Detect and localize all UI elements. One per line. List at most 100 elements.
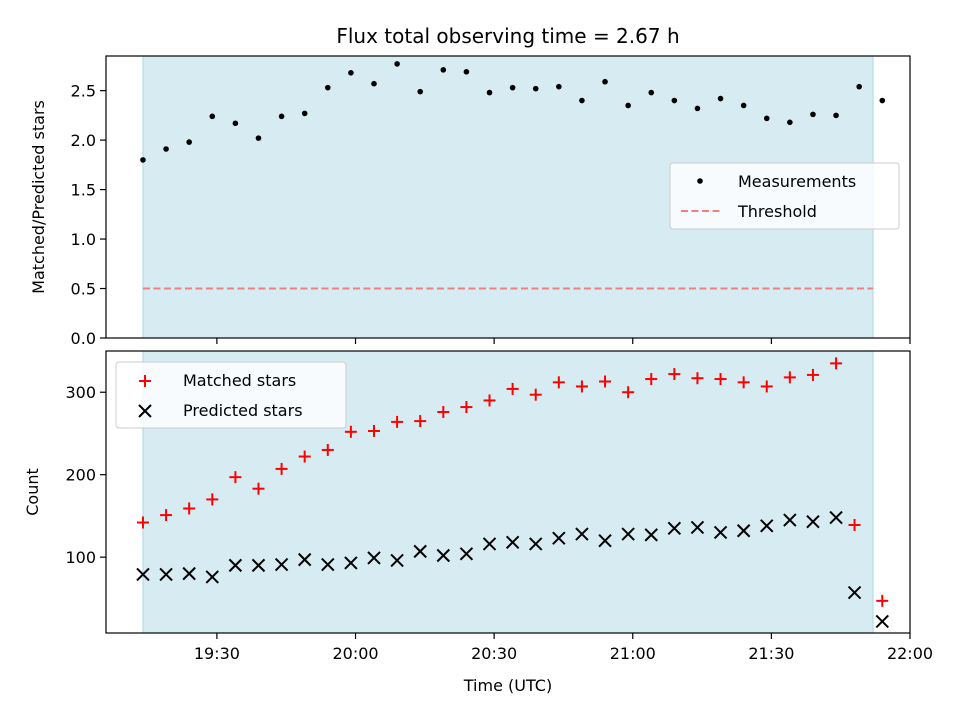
- matched-star-point: [830, 357, 843, 370]
- top-legend: Measurements Threshold: [669, 162, 900, 230]
- matched-star-point: [599, 375, 612, 388]
- measurement-point: [209, 113, 216, 120]
- measurement-point: [140, 157, 146, 163]
- bottom-legend: Matched stars Predicted stars: [115, 361, 347, 429]
- measurement-point: [186, 139, 192, 145]
- predicted-star-point: [575, 527, 589, 541]
- measurement-point: [348, 70, 354, 76]
- matched-star-point: [136, 516, 149, 529]
- measurement-point: [324, 84, 331, 91]
- predicted-star-point: [228, 558, 243, 573]
- x-tick-label: 19:30: [194, 644, 240, 663]
- matched-star-point: [783, 371, 796, 384]
- predicted-star-point: [783, 513, 797, 527]
- matched-star-point: [183, 502, 196, 515]
- top-legend-box: [669, 162, 900, 230]
- matched-star-point: [252, 482, 265, 495]
- predicted-star-point: [552, 531, 566, 545]
- predicted-star-point: [459, 547, 474, 561]
- predicted-star-point: [760, 519, 774, 533]
- predicted-star-point: [205, 570, 219, 584]
- legend-measurements: Measurements: [738, 172, 856, 191]
- predicted-star-point: [321, 557, 335, 572]
- matched-star-point: [806, 368, 819, 381]
- y-tick-label: 1.0: [71, 230, 96, 249]
- measurement-point: [394, 61, 400, 67]
- bottom-y-label: Count: [23, 468, 42, 516]
- measurement-point: [301, 110, 308, 117]
- y-tick-label: 0.0: [71, 329, 96, 348]
- predicted-stars-series: [136, 510, 889, 629]
- matched-star-point: [645, 373, 658, 386]
- top-x-ticks: [216, 338, 911, 344]
- predicted-legend-marker: [138, 404, 152, 418]
- bottom-legend-box: [115, 361, 347, 429]
- measurement-point: [579, 97, 585, 104]
- predicted-star-point: [413, 544, 427, 559]
- measurement-point: [232, 120, 239, 127]
- predicted-star-point: [829, 510, 843, 525]
- matched-star-point: [460, 401, 473, 414]
- matched-star-point: [876, 594, 889, 607]
- x-axis-label: Time (UTC): [463, 676, 552, 695]
- predicted-star-point: [390, 553, 404, 568]
- matched-star-point: [160, 509, 173, 522]
- top-panel: 0.0 0.5 1.0 1.5 2.0 2.5 Matched/Predicted sta…: [29, 55, 911, 348]
- matched-star-point: [344, 425, 357, 438]
- bottom-panel: 100 200 300 19:30 20:00 20:30 21:00 21:30 22:00…: [23, 350, 933, 695]
- measurement-point: [556, 83, 562, 90]
- bottom-y-ticks: 100 200 300: [65, 383, 106, 567]
- measurement-point: [486, 89, 493, 96]
- matched-star-point: [622, 386, 635, 399]
- measurement-point: [509, 84, 516, 91]
- measurements-series: [140, 61, 886, 163]
- y-tick-label: 300: [65, 383, 96, 402]
- measurement-point: [255, 135, 262, 141]
- predicted-star-point: [436, 548, 451, 563]
- y-tick-label: 200: [65, 466, 96, 485]
- matched-star-point: [229, 471, 242, 484]
- measurement-point: [694, 105, 701, 112]
- measurement-point: [810, 111, 816, 118]
- predicted-star-point: [667, 521, 682, 535]
- matched-star-point: [737, 376, 750, 389]
- matched-star-point: [206, 493, 219, 506]
- x-tick-label: 20:30: [471, 644, 517, 663]
- matched-legend-marker: [139, 375, 151, 387]
- predicted-star-point: [806, 514, 820, 529]
- matched-star-point: [760, 380, 773, 393]
- predicted-star-point: [875, 614, 889, 629]
- legend-matched-stars: Matched stars: [183, 371, 296, 390]
- measurement-point: [833, 112, 839, 119]
- top-y-label: Matched/Predicted stars: [29, 100, 48, 294]
- predicted-star-point: [482, 537, 497, 551]
- matched-star-point: [275, 462, 288, 475]
- predicted-star-point: [367, 551, 381, 565]
- measurement-point: [648, 89, 655, 96]
- predicted-star-point: [251, 558, 266, 573]
- measurement-point: [463, 69, 470, 75]
- predicted-star-point: [713, 525, 728, 540]
- predicted-star-point: [598, 533, 612, 548]
- y-tick-label: 2.0: [71, 131, 96, 150]
- bottom-axes-frame: [105, 350, 911, 634]
- matched-stars-series: [136, 357, 889, 607]
- predicted-star-point: [136, 567, 150, 582]
- x-tick-label: 21:00: [610, 644, 656, 663]
- measurement-point: [671, 97, 678, 104]
- measurement-point: [163, 146, 169, 152]
- x-tick-label: 22:00: [887, 644, 933, 663]
- predicted-star-point: [690, 520, 705, 535]
- matched-star-point: [506, 382, 519, 395]
- predicted-star-point: [736, 524, 751, 538]
- bottom-x-ticks: 19:30 20:00 20:30 21:00 21:30 22:00: [194, 633, 933, 663]
- measurement-point: [532, 85, 539, 92]
- predicted-star-point: [159, 567, 173, 582]
- measurement-point: [371, 80, 377, 87]
- y-tick-label: 2.5: [71, 82, 96, 101]
- measurement-point: [602, 78, 608, 85]
- measurement-point: [787, 119, 793, 126]
- predicted-star-point: [274, 557, 289, 572]
- measurement-point: [717, 95, 724, 102]
- matched-star-point: [575, 380, 588, 393]
